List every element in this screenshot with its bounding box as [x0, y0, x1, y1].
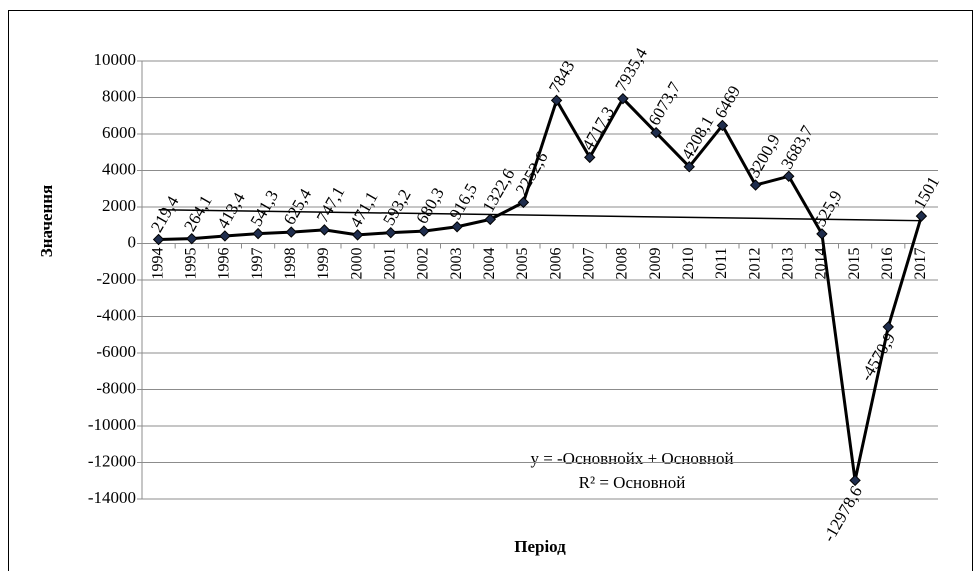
data-marker	[351, 229, 364, 241]
y-tick-label: -12000	[88, 451, 136, 470]
data-marker	[617, 92, 629, 105]
data-marker	[584, 151, 596, 164]
data-marker	[285, 226, 297, 238]
trend-line	[158, 208, 922, 222]
data-marker	[749, 179, 762, 191]
x-tick-label: 2013	[779, 248, 796, 280]
x-tick-label: 1999	[315, 248, 332, 280]
data-marker	[186, 232, 198, 245]
x-tick-label: 2016	[879, 248, 896, 280]
data-marker	[484, 213, 496, 226]
data-line	[158, 97, 923, 482]
data-marker	[882, 321, 894, 333]
y-tick-label: -4000	[96, 305, 136, 324]
x-tick-label: 2017	[912, 248, 929, 280]
data-marker	[550, 94, 563, 107]
x-tick-label: 2007	[580, 248, 597, 280]
x-tick-label: 2010	[680, 248, 697, 280]
y-tick-label: 6000	[102, 123, 136, 142]
y-tick-label: -6000	[96, 342, 136, 361]
data-marker	[650, 126, 662, 139]
y-tick-label: 8000	[102, 86, 136, 105]
y-tick-label: -2000	[96, 269, 136, 288]
y-tick-label: -10000	[88, 415, 136, 434]
data-marker	[716, 119, 729, 132]
x-tick-label: 2002	[415, 248, 432, 280]
data-marker	[849, 474, 861, 487]
trend-equation: y = -Основнойx + Основной	[530, 449, 733, 468]
data-marker	[451, 221, 463, 233]
x-tick-label: 1997	[249, 248, 266, 280]
x-tick-label: 2000	[348, 248, 365, 280]
data-marker	[252, 227, 264, 240]
x-tick-label: 1994	[149, 248, 166, 280]
data-marker	[816, 228, 828, 240]
x-tick-label: 2001	[381, 248, 398, 280]
data-marker	[783, 170, 795, 182]
y-tick-label: 0	[128, 232, 137, 251]
data-marker	[152, 233, 165, 246]
x-tick-label: 1996	[216, 248, 233, 280]
data-marker	[517, 196, 530, 209]
y-tick-label: 4000	[102, 159, 136, 178]
data-marker	[318, 224, 331, 236]
trend-r2: R² = Основной	[579, 473, 686, 492]
x-tick-label: 2015	[846, 248, 863, 280]
y-axis-title: Значення	[37, 185, 56, 258]
x-tick-label: 2011	[713, 248, 730, 279]
y-tick-label: 2000	[102, 196, 136, 215]
data-marker	[418, 225, 430, 237]
x-tick-label: 2008	[614, 248, 631, 280]
data-marker	[219, 230, 231, 242]
x-tick-label: 2005	[514, 248, 531, 280]
y-tick-label: -8000	[96, 378, 136, 397]
data-marker	[683, 160, 695, 173]
data-marker	[915, 210, 928, 222]
x-tick-label: 2006	[547, 248, 564, 280]
x-axis-title: Період	[514, 537, 566, 556]
chart-border	[8, 10, 973, 571]
x-tick-label: 2012	[746, 248, 763, 280]
x-tick-label: 2004	[481, 248, 498, 280]
x-tick-label: 1995	[182, 248, 199, 280]
x-tick-label: 1998	[282, 248, 299, 280]
x-tick-label: 2003	[448, 248, 465, 280]
y-tick-label: -14000	[88, 488, 136, 507]
y-tick-label: 10000	[94, 50, 137, 69]
x-tick-label: 2009	[647, 248, 664, 280]
data-marker	[385, 226, 397, 239]
